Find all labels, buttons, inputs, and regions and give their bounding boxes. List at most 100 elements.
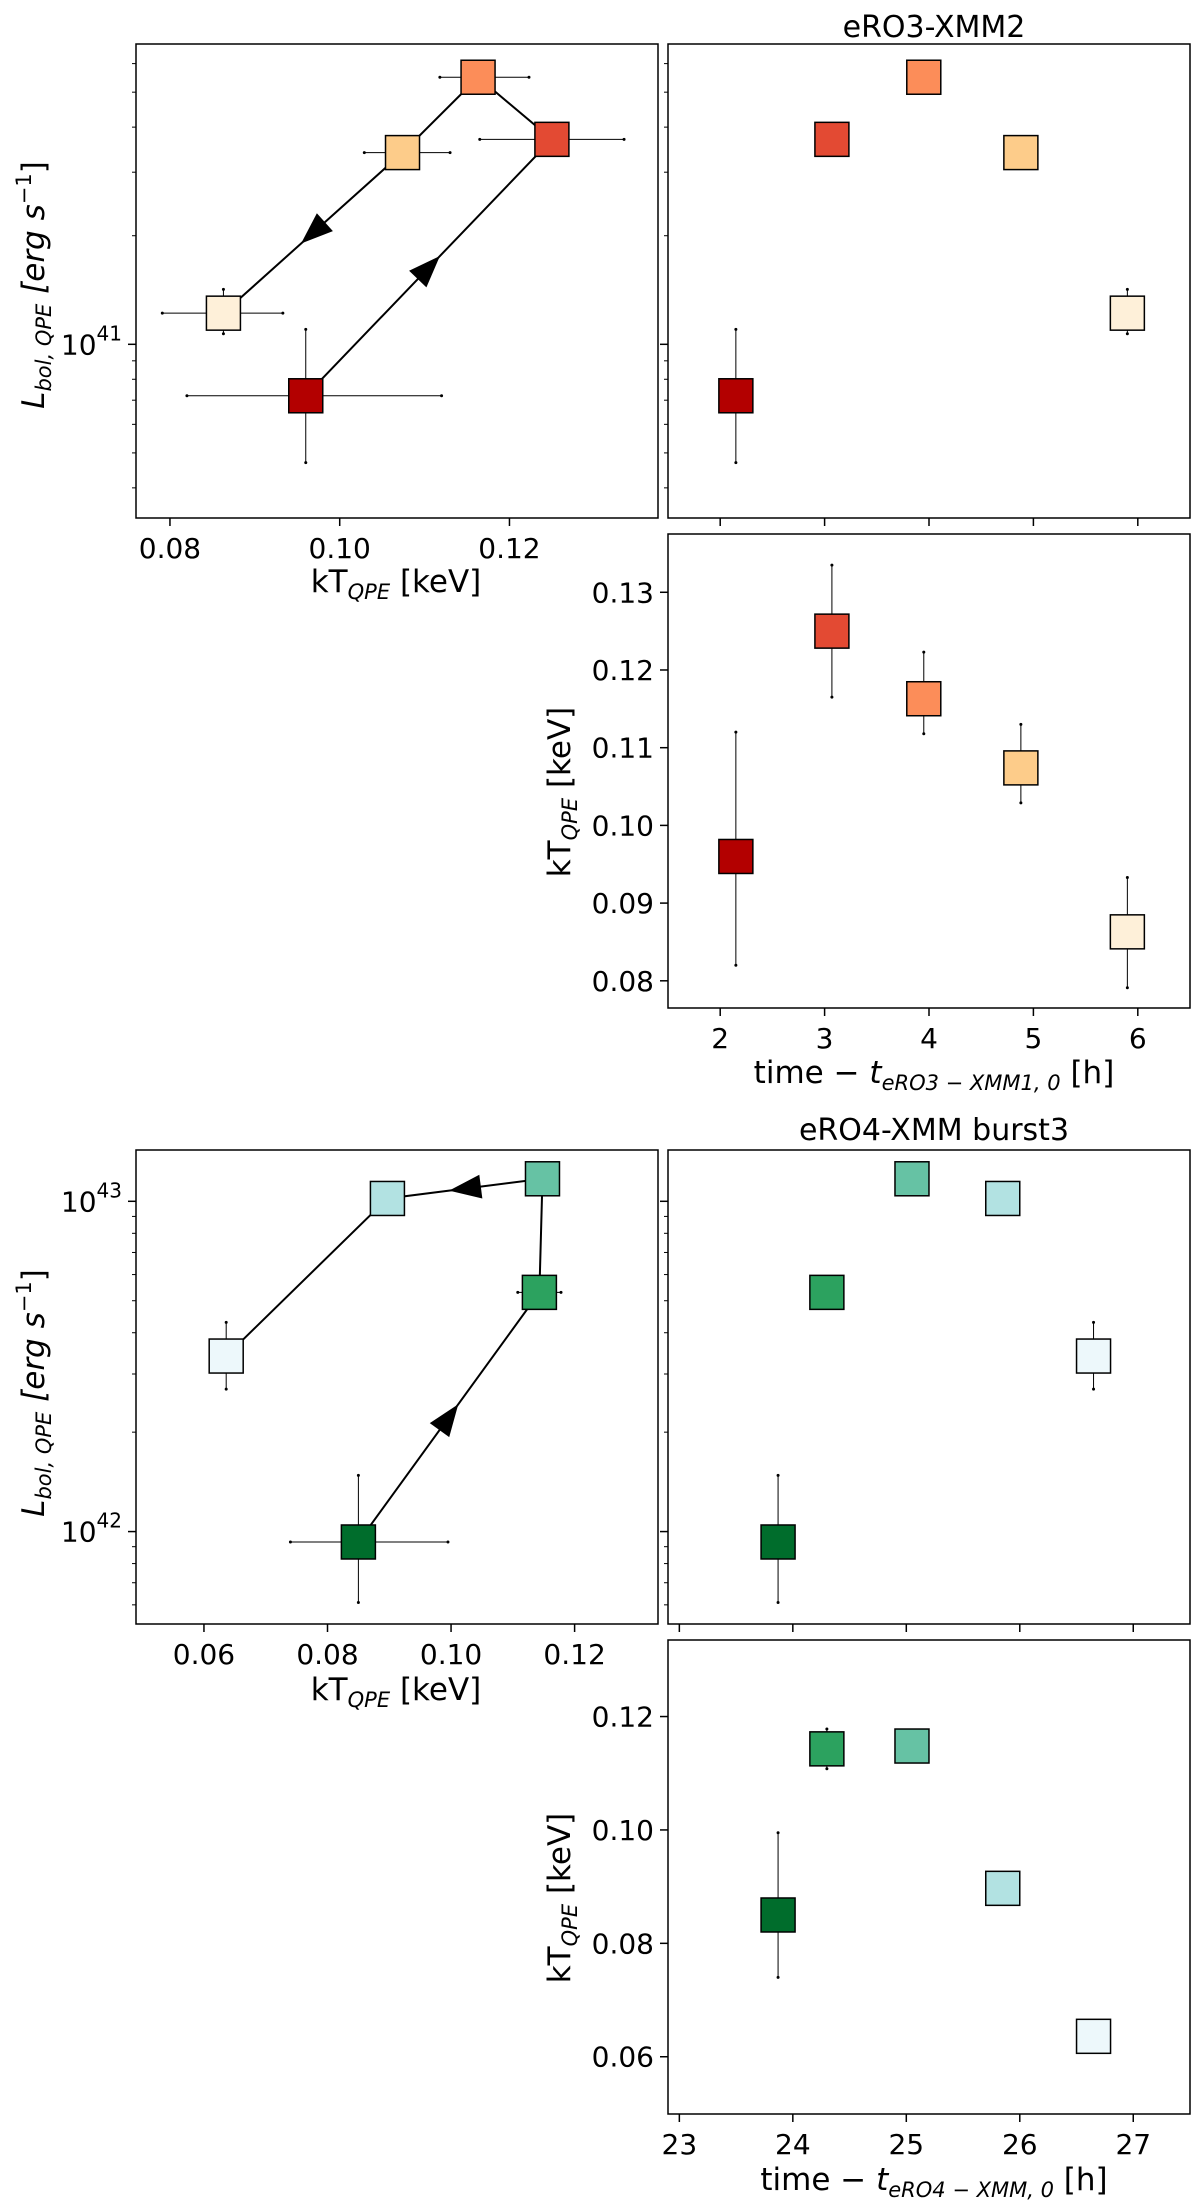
data-point xyxy=(718,378,754,414)
title-bottom: eRO4-XMM burst3 xyxy=(799,1113,1069,1148)
data-point xyxy=(906,680,942,717)
y-error-cap xyxy=(356,1473,360,1477)
data-point xyxy=(460,59,496,95)
ylabel-top-lum-kt: Lbol, QPE [erg s−1] xyxy=(12,161,56,409)
y-tick-label: 0.13 xyxy=(592,576,654,609)
y-error-cap xyxy=(1125,875,1129,879)
xlabel-top-lum-kt: kTQPE [keV] xyxy=(311,564,482,604)
y-error-cap xyxy=(734,327,738,331)
y-error-cap xyxy=(1125,332,1129,336)
ylabel-bottom-lum-kt: Lbol, QPE [erg s−1] xyxy=(12,1269,56,1517)
x-error-cap xyxy=(622,137,626,141)
x-tick-label: 2 xyxy=(711,1022,729,1055)
x-tick-label: 0.12 xyxy=(543,1638,605,1671)
direction-arrow xyxy=(301,213,333,244)
y-tick-label: 0.12 xyxy=(592,654,654,687)
data-point xyxy=(369,1180,406,1217)
data-point xyxy=(894,1728,930,1764)
path-line xyxy=(222,75,554,397)
y-error-cap xyxy=(776,1975,780,1979)
x-error-cap xyxy=(438,75,442,79)
y-error-cap xyxy=(1125,986,1129,990)
y-error-cap xyxy=(922,732,926,736)
x-tick-label: 4 xyxy=(920,1022,938,1055)
panel-top-lum-kt: 0.08 0.10 0.12 1041 xyxy=(61,43,659,565)
y-error-cap xyxy=(221,332,225,336)
data-point xyxy=(906,59,942,95)
data-point xyxy=(760,1524,796,1560)
x-error-cap xyxy=(362,151,366,155)
x-tick-label: 0.06 xyxy=(173,1638,235,1671)
y-error-cap xyxy=(734,730,738,734)
y-tick-label: 0.06 xyxy=(592,2041,654,2074)
y-tick-label: 1043 xyxy=(61,1178,122,1218)
axes-frame xyxy=(667,1149,1191,1625)
data-point xyxy=(814,121,850,158)
data-point xyxy=(340,1524,377,1560)
panel-bottom-kt-time: 23 24 25 26 27 0.06 0.08 0.10 0.12 xyxy=(592,1639,1191,2161)
data-point xyxy=(534,121,570,158)
y-error-cap xyxy=(734,461,738,465)
direction-arrow xyxy=(429,1404,459,1438)
xlabel-top-kt-time: time − teRO3 − XMM1, 0 [h] xyxy=(754,1055,1115,1095)
x-tick-label: 25 xyxy=(888,2128,924,2161)
panel-bottom-lum-kt: 0.06 0.08 0.10 0.12 1042 1043 xyxy=(61,1149,659,1671)
xlabel-bottom-kt-time: time − teRO4 − XMM, 0 [h] xyxy=(760,2162,1107,2202)
panel-top-lum-time xyxy=(660,43,1191,526)
y-error-cap xyxy=(221,287,225,291)
x-error-cap xyxy=(288,1540,292,1544)
data-point xyxy=(205,295,242,331)
y-error-cap xyxy=(830,563,834,567)
y-error-cap xyxy=(776,1600,780,1604)
x-tick-label: 6 xyxy=(1129,1022,1147,1055)
y-tick-label: 0.09 xyxy=(592,887,654,920)
x-error-cap xyxy=(516,1290,520,1294)
xlabel-bottom-lum-kt: kTQPE [keV] xyxy=(311,1672,482,1712)
data-point xyxy=(524,1161,561,1197)
y-error-cap xyxy=(830,695,834,699)
x-tick-label: 27 xyxy=(1115,2128,1151,2161)
x-tick-label: 23 xyxy=(662,2128,698,2161)
y-error-cap xyxy=(825,1767,829,1771)
direction-arrow xyxy=(409,256,440,288)
x-tick-label: 3 xyxy=(816,1022,834,1055)
x-error-cap xyxy=(160,311,164,315)
x-error-cap xyxy=(448,151,452,155)
data-point xyxy=(521,1274,558,1311)
ylabel-bottom-kt-time: kTQPE [keV] xyxy=(542,1813,582,1984)
data-point xyxy=(809,1274,845,1311)
x-tick-label: 0.08 xyxy=(296,1638,358,1671)
y-error-cap xyxy=(1019,801,1023,805)
data-point xyxy=(288,378,324,414)
data-point xyxy=(760,1897,796,1933)
y-error-cap xyxy=(304,327,308,331)
data-point xyxy=(894,1161,930,1197)
x-tick-label: 26 xyxy=(1002,2128,1038,2161)
y-tick-label: 0.10 xyxy=(592,809,654,842)
y-error-cap xyxy=(776,1831,780,1835)
axes-frame xyxy=(667,1639,1191,2115)
data-point xyxy=(384,134,421,171)
y-error-cap xyxy=(1125,287,1129,291)
data-point xyxy=(985,1180,1021,1217)
data-point xyxy=(814,613,850,649)
x-error-cap xyxy=(478,137,482,141)
axes-frame xyxy=(667,43,1191,519)
path-line xyxy=(225,1177,544,1543)
x-error-cap xyxy=(185,394,189,398)
x-tick-label: 5 xyxy=(1024,1022,1042,1055)
data-point xyxy=(1109,295,1146,331)
x-tick-label: 0.08 xyxy=(139,532,201,565)
data-point xyxy=(718,838,754,875)
x-error-cap xyxy=(446,1540,450,1544)
ylabel-top-kt-time: kTQPE [keV] xyxy=(542,707,582,878)
x-error-cap xyxy=(559,1290,563,1294)
x-error-cap xyxy=(527,75,531,79)
x-tick-label: 24 xyxy=(775,2128,811,2161)
data-point xyxy=(1003,134,1039,171)
x-tick-label: 0.10 xyxy=(420,1638,482,1671)
y-error-cap xyxy=(825,1727,829,1731)
y-error-cap xyxy=(356,1600,360,1604)
y-error-cap xyxy=(734,963,738,967)
